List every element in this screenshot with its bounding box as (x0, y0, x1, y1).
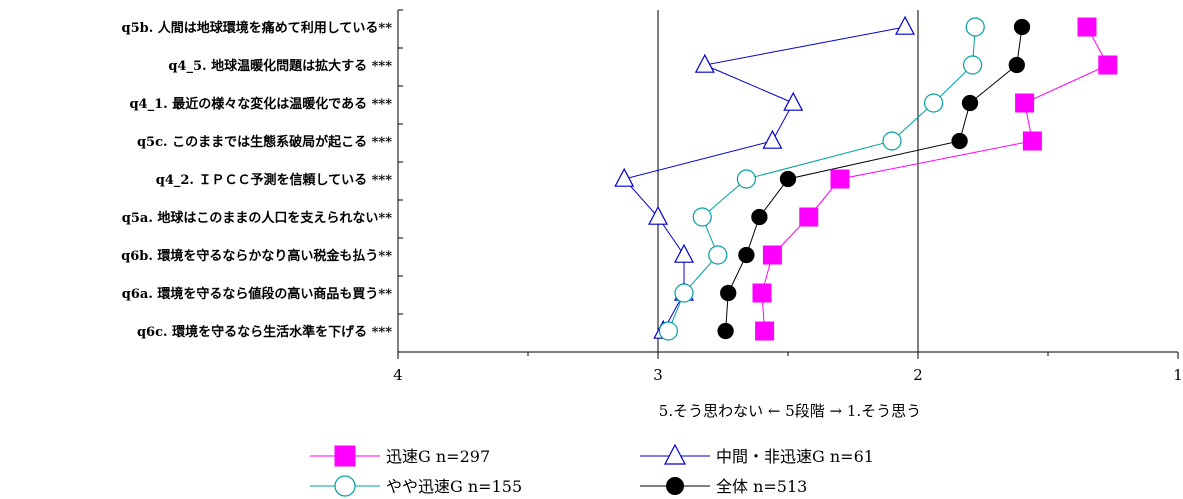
data-point (895, 15, 915, 35)
category-label: q5b. 人間は地球環境を痛めて利用している** (122, 20, 393, 36)
data-point (736, 169, 757, 189)
data-point (752, 283, 772, 303)
x-axis-title: 5.そう思わない ← 5段階 → 1.そう思う (659, 402, 921, 420)
data-point (1015, 93, 1035, 113)
legend-marker (334, 475, 356, 497)
legend-label: 全体 n=513 (716, 477, 807, 496)
legend-item: 全体 n=513 (640, 477, 807, 496)
data-point (1077, 17, 1097, 37)
data-point (658, 321, 679, 341)
legend-item: 迅速G n=297 (310, 445, 490, 467)
data-point (962, 55, 983, 75)
category-label: q5a. 地球はこのままの人口を支えられない** (122, 210, 392, 226)
data-point (779, 170, 797, 188)
legend: 迅速G n=297 中間・非迅速G n=61 やや迅速G n=155 全体 n=513 (310, 443, 874, 497)
legend-item: やや迅速G n=155 (310, 475, 522, 497)
axes: 4 3 2 1 (393, 9, 1183, 384)
category-label: q4_1. 最近の様々な変化は温暖化である *** (129, 96, 392, 112)
data-point (1008, 56, 1025, 74)
legend-marker (334, 445, 356, 467)
x-tick-label: 3 (653, 366, 663, 384)
category-labels: q5b. 人間は地球環境を痛めて利用している** q4_5. 地球温暖化問題は拡大… (121, 20, 392, 340)
x-tick-label: 2 (913, 366, 923, 384)
x-tick-label: 4 (393, 366, 403, 384)
category-label: q4_5. 地球温暖化問題は拡大する *** (168, 58, 392, 74)
legend-marker (666, 477, 684, 495)
data-point (965, 17, 985, 37)
data-point (614, 167, 635, 187)
series-3 (717, 18, 1031, 340)
category-label: q4_2. ＩＰＣＣ予測を信頼している *** (156, 172, 392, 188)
series-0 (752, 17, 1118, 341)
data-point (674, 283, 694, 303)
data-point (1013, 18, 1031, 36)
data-point (720, 284, 737, 302)
category-label: q5c. このままでは生態系破局が起こる *** (137, 134, 392, 150)
gridlines (657, 10, 919, 352)
data-point (1022, 131, 1042, 151)
data-point (755, 321, 775, 341)
legend-marker (664, 443, 686, 465)
data-point (783, 91, 804, 111)
data-point (961, 94, 979, 112)
data-point (694, 53, 715, 73)
legend-label: やや迅速G n=155 (386, 477, 522, 496)
data-point (830, 169, 850, 189)
data-point (882, 131, 902, 151)
data-point (1098, 55, 1118, 75)
data-point (951, 132, 968, 150)
data-point (648, 205, 668, 225)
category-label: q6a. 環境を守るなら値段の高い商品も買う** (122, 286, 392, 302)
data-point (762, 129, 783, 149)
data-point (923, 93, 944, 113)
data-point (799, 207, 819, 227)
category-label: q6b. 環境を守るならかなり高い税金も払う** (121, 248, 392, 264)
data-point (708, 245, 728, 265)
series-line (761, 26, 1109, 332)
data-point (751, 208, 768, 226)
legend-item: 中間・非迅速G n=61 (640, 443, 874, 466)
data-point (674, 243, 694, 263)
legend-label: 迅速G n=297 (386, 447, 490, 466)
series (614, 15, 1118, 341)
data-point (692, 207, 712, 227)
category-label: q6c. 環境を守るなら生活水準を下げる *** (137, 324, 392, 340)
x-tick-label: 1 (1173, 366, 1183, 384)
legend-label: 中間・非迅速G n=61 (716, 447, 874, 466)
series-2 (658, 17, 985, 341)
data-point (762, 245, 782, 265)
data-point (738, 246, 755, 264)
data-point (717, 322, 734, 340)
